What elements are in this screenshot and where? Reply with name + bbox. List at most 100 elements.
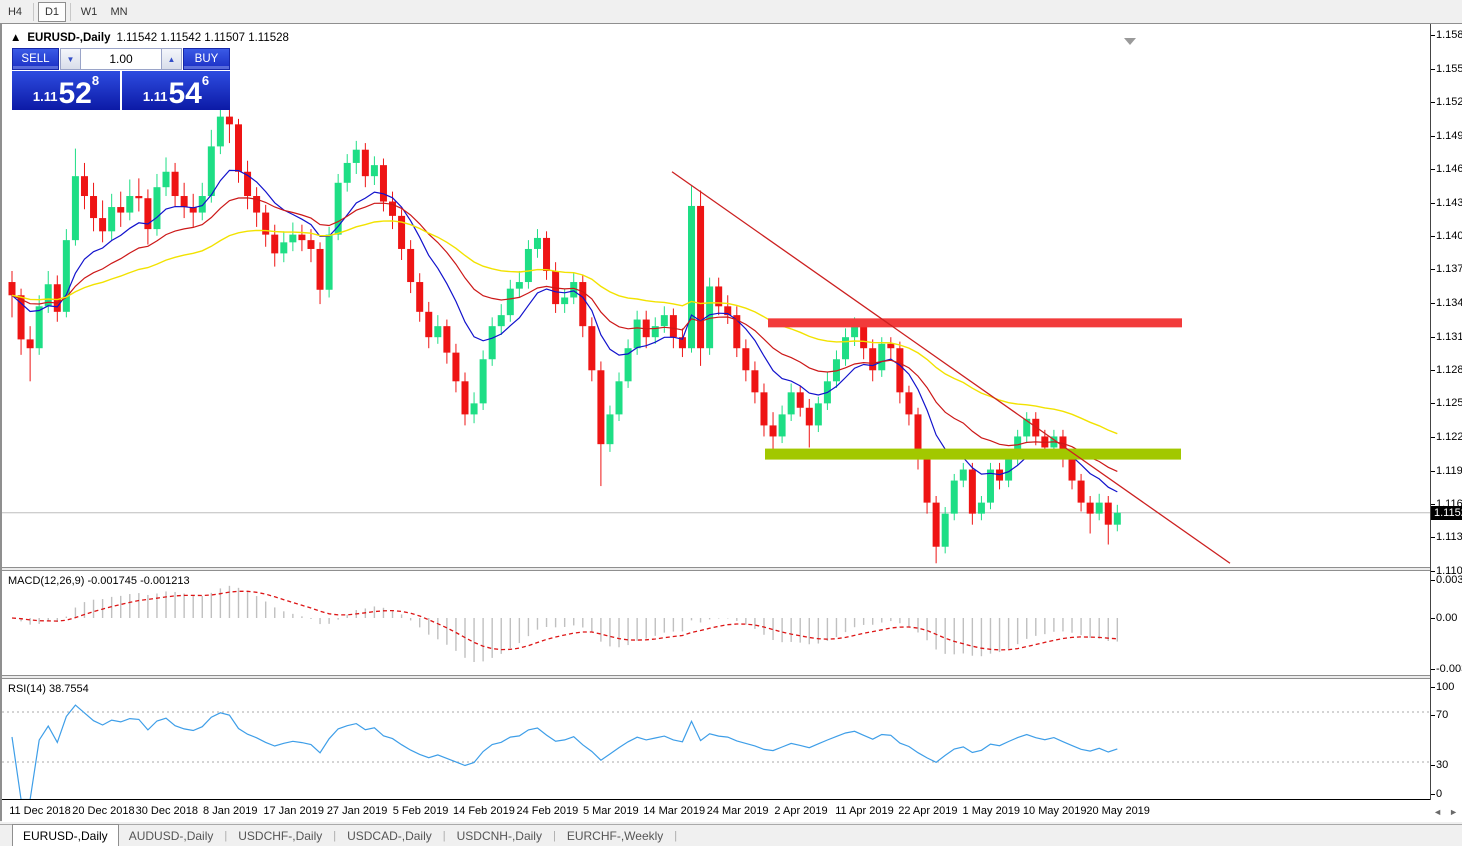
support-level-object[interactable] — [765, 448, 1181, 460]
candlestick-series — [8, 107, 1121, 564]
macd-signal-line — [11, 590, 1118, 651]
sell-button[interactable]: SELL — [12, 48, 59, 70]
volume-input[interactable] — [81, 48, 161, 70]
tab-separator: | — [442, 829, 446, 842]
horizontal-scrollbar: ◄ ► — [1433, 807, 1458, 817]
sell-price-prefix: 1.11 — [32, 89, 58, 104]
price-tick-label: 1.12520 — [1431, 397, 1462, 409]
chart-bottom-border — [2, 799, 1462, 800]
ma-line-45 — [11, 220, 1118, 435]
main-price-chart-canvas[interactable] — [2, 24, 1430, 567]
date-tick-label: 5 Mar 2019 — [582, 805, 639, 817]
tab-eurchf-weekly[interactable]: EURCHF-,Weekly — [566, 829, 664, 843]
date-tick-label: 27 Jan 2019 — [326, 805, 388, 817]
chart-symbol-period: EURUSD-,Daily — [27, 32, 111, 44]
timeframe-button-mn[interactable]: MN — [110, 5, 128, 18]
price-tick-label: 1.12215 — [1431, 431, 1462, 443]
date-tick-label: 1 May 2019 — [962, 805, 1021, 817]
descending-trendline-object[interactable] — [671, 171, 1231, 564]
macd-panel-canvas[interactable] — [2, 571, 1430, 675]
toolbar-separator — [33, 2, 34, 21]
volume-decrease-button[interactable]: ▼ — [60, 48, 81, 70]
chart-shift-marker-icon[interactable] — [1124, 38, 1136, 45]
date-axis[interactable]: ◄ ► 11 Dec 2018 20 Dec 2018 30 Dec 2018 8 J… — [2, 800, 1462, 822]
date-tick-label: 14 Mar 2019 — [643, 805, 706, 817]
volume-increase-button[interactable]: ▲ — [161, 48, 182, 70]
price-tick-label: 1.15250 — [1431, 96, 1462, 108]
ma-line-10 — [11, 169, 1118, 493]
date-tick-label: 20 Dec 2018 — [72, 805, 135, 817]
buy-price-pipette: 6 — [201, 73, 210, 88]
rsi-axis-label: 70 — [1430, 709, 1449, 721]
date-tick-label: 20 May 2019 — [1086, 805, 1150, 817]
one-click-trading-panel: SELL ▼ ▲ BUY 1.11 52 8 1.11 54 6 — [12, 48, 230, 110]
rsi-axis-label: 100 — [1430, 681, 1455, 693]
date-tick-label: 14 Feb 2019 — [453, 805, 515, 817]
macd-axis-label: 0.003287 — [1431, 574, 1462, 586]
macd-axis-label: 0.00 — [1430, 612, 1458, 624]
price-tick-label: 1.13735 — [1431, 263, 1462, 275]
date-tick-label: 24 Mar 2019 — [706, 805, 769, 817]
sell-quote-button[interactable]: 1.11 52 8 — [12, 71, 120, 110]
scroll-right-arrow-icon[interactable]: ► — [1449, 807, 1458, 817]
rsi-axis-label: 0 — [1430, 788, 1443, 800]
timeframe-button-h4[interactable]: H4 — [7, 5, 23, 18]
price-tick-label: 1.13125 — [1431, 331, 1462, 343]
sell-price-pipette: 8 — [91, 73, 100, 88]
scroll-left-arrow-icon[interactable]: ◄ — [1433, 807, 1443, 817]
price-tick-label: 1.11910 — [1431, 465, 1462, 477]
tab-usdchf-daily[interactable]: USDCHF-,Daily — [238, 829, 323, 843]
price-tick-label: 1.15555 — [1431, 63, 1462, 75]
date-tick-label: 11 Apr 2019 — [835, 805, 894, 817]
chart-window: ▲ EURUSD-,Daily 1.11542 1.11542 1.11507 … — [0, 23, 1462, 822]
tab-eurusd-daily[interactable]: EURUSD-,Daily — [12, 824, 119, 846]
timeframe-toolbar: H4 D1 W1 MN — [0, 0, 1462, 24]
macd-histogram — [20, 585, 1119, 662]
date-tick-label: 11 Dec 2018 — [9, 805, 71, 817]
macd-indicator-label: MACD(12,26,9) -0.001745 -0.001213 — [8, 575, 190, 587]
date-tick-label: 17 Jan 2019 — [263, 805, 324, 817]
date-tick-label: 2 Apr 2019 — [774, 805, 828, 817]
toolbar-separator — [70, 2, 71, 21]
chart-tab-bar: EURUSD-,Daily AUDUSD-,Daily | USDCHF-,Daily… — [0, 824, 1462, 846]
sell-price-big: 52 — [58, 77, 92, 110]
buy-button[interactable]: BUY — [183, 48, 230, 70]
chart-ohlc-quote: 1.11542 1.11542 1.11507 1.11528 — [116, 32, 289, 44]
date-tick-label: 22 Apr 2019 — [898, 805, 958, 817]
tab-separator: | — [674, 829, 678, 842]
rsi-axis-label: 30 — [1430, 759, 1449, 771]
tab-audusd-daily[interactable]: AUDUSD-,Daily — [128, 829, 214, 843]
price-tick-label: 1.14945 — [1431, 130, 1462, 142]
ma-line-21 — [11, 197, 1118, 472]
buy-quote-button[interactable]: 1.11 54 6 — [120, 71, 230, 110]
chart-header: ▲ EURUSD-,Daily 1.11542 1.11542 1.11507 … — [10, 32, 289, 44]
rsi-line — [11, 704, 1118, 799]
date-tick-label: 5 Feb 2019 — [392, 805, 449, 817]
macd-axis-label: -0.003651 — [1431, 663, 1462, 675]
date-tick-label: 8 Jan 2019 — [203, 805, 258, 817]
collapse-panel-arrow-icon[interactable]: ▲ — [10, 32, 22, 44]
price-tick-label: 1.15860 — [1431, 29, 1462, 41]
price-tick-label: 1.14340 — [1431, 197, 1462, 209]
date-tick-label: 24 Feb 2019 — [516, 805, 579, 817]
tab-separator: | — [552, 829, 556, 842]
buy-price-prefix: 1.11 — [142, 89, 168, 104]
timeframe-button-d1[interactable]: D1 — [38, 1, 66, 22]
date-tick-label: 10 May 2019 — [1022, 805, 1087, 817]
tab-separator: | — [224, 829, 228, 842]
buy-price-big: 54 — [168, 77, 202, 110]
panel-divider[interactable] — [2, 675, 1462, 679]
current-price-label: 1.11528 — [1431, 505, 1462, 520]
price-tick-label: 1.14645 — [1431, 163, 1462, 175]
resistance-level-object[interactable] — [768, 318, 1182, 328]
panel-divider[interactable] — [2, 567, 1462, 571]
tab-usdcad-daily[interactable]: USDCAD-,Daily — [347, 829, 432, 843]
price-tick-label: 1.12820 — [1431, 364, 1462, 376]
tab-usdcnh-daily[interactable]: USDCNH-,Daily — [456, 829, 542, 843]
price-tick-label: 1.11000 — [1431, 565, 1462, 577]
timeframe-button-w1[interactable]: W1 — [80, 5, 98, 18]
tab-separator: | — [333, 829, 337, 842]
price-axis[interactable]: 1.15860 1.15555 1.15250 1.14945 1.14645 1.143… — [1430, 24, 1462, 800]
rsi-panel-canvas[interactable] — [2, 679, 1430, 799]
